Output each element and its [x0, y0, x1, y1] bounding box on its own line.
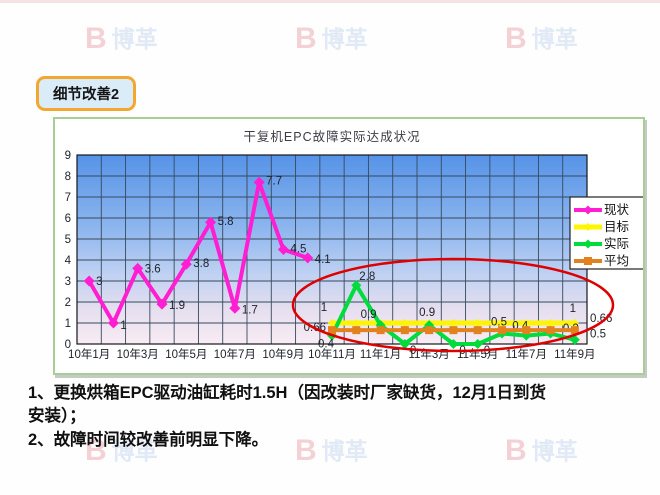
- svg-text:3.6: 3.6: [145, 263, 161, 275]
- svg-text:1: 1: [65, 318, 71, 330]
- watermark: B 博革: [505, 24, 578, 54]
- svg-text:10年3月: 10年3月: [117, 347, 159, 361]
- plot-area: [77, 155, 587, 344]
- svg-text:4: 4: [65, 255, 72, 267]
- svg-text:11年1月: 11年1月: [360, 347, 401, 361]
- svg-text:3: 3: [96, 276, 102, 288]
- svg-text:5: 5: [65, 234, 71, 246]
- svg-text:4.1: 4.1: [315, 254, 331, 266]
- svg-text:1: 1: [570, 303, 576, 315]
- svg-text:10年11月: 10年11月: [308, 347, 356, 361]
- svg-text:1.9: 1.9: [169, 300, 185, 312]
- svg-text:2.8: 2.8: [359, 271, 375, 283]
- series-labels-现状: 3 1 3.6 1.9 3.8 5.8 1.7 7.7 4.5 4.1: [96, 175, 331, 332]
- svg-text:10年9月: 10年9月: [262, 347, 304, 361]
- svg-text:1: 1: [120, 320, 126, 332]
- svg-text:7: 7: [65, 192, 71, 204]
- svg-text:平均: 平均: [604, 254, 629, 268]
- svg-text:0.9: 0.9: [419, 307, 435, 319]
- svg-text:实际: 实际: [604, 236, 629, 251]
- svg-text:7.7: 7.7: [266, 175, 282, 187]
- svg-text:2: 2: [65, 297, 71, 309]
- brand-logo-icon: B: [85, 22, 107, 55]
- edge-labels: 0.66 0.5: [590, 313, 612, 341]
- svg-text:5.8: 5.8: [218, 216, 234, 228]
- watermark: B 博革: [295, 24, 368, 54]
- note-line: 1、更换烘箱EPC驱动油缸耗时1.5H（因改装时厂家缺货，12月1日到货: [28, 384, 546, 402]
- svg-text:3: 3: [65, 276, 71, 288]
- svg-text:3.8: 3.8: [193, 258, 209, 270]
- section-badge: 细节改善2: [36, 76, 137, 111]
- svg-text:4.5: 4.5: [290, 244, 306, 256]
- brand-logo-icon: B: [295, 22, 317, 55]
- svg-text:1: 1: [321, 302, 327, 314]
- svg-text:现状: 现状: [604, 203, 630, 217]
- page-top-edge: [0, 0, 660, 3]
- svg-text:目标: 目标: [604, 220, 629, 234]
- svg-text:0.5: 0.5: [590, 329, 606, 341]
- svg-text:0: 0: [410, 345, 416, 357]
- svg-text:11年9月: 11年9月: [554, 347, 595, 361]
- series-现状: 3 1 3.6 1.9 3.8 5.8 1.7 7.7 4.5 4.1: [83, 175, 331, 332]
- summary-notes: 1、更换烘箱EPC驱动油缸耗时1.5H（因改装时厂家缺货，12月1日到货 安装）…: [28, 382, 643, 452]
- svg-text:11年7月: 11年7月: [506, 347, 547, 361]
- chart-container: 干复机EPC故障实际达成状况 0 1 2 3 4 5 6 7 8 9 10年1月 10年3月 10年5月…: [53, 117, 645, 375]
- brand-logo-icon: B: [505, 22, 527, 55]
- svg-text:10年1月: 10年1月: [68, 347, 110, 361]
- svg-text:0.9: 0.9: [361, 309, 377, 321]
- svg-text:9: 9: [65, 150, 71, 162]
- note-line: 安装）；: [28, 407, 86, 426]
- svg-text:0.66: 0.66: [590, 313, 612, 325]
- brand-name: 博革: [321, 25, 368, 52]
- svg-text:0.5: 0.5: [491, 317, 507, 329]
- svg-text:10年5月: 10年5月: [165, 347, 207, 361]
- svg-text:1.7: 1.7: [242, 304, 258, 316]
- svg-text:10年7月: 10年7月: [214, 347, 256, 361]
- svg-text:0.4: 0.4: [318, 339, 335, 351]
- brand-name: 博革: [111, 25, 158, 52]
- svg-text:0: 0: [65, 339, 71, 351]
- highlight-ellipse: [291, 257, 615, 353]
- note-line: 2、故障时间较改善前明显下降。: [28, 430, 269, 449]
- svg-text:8: 8: [65, 171, 71, 183]
- brand-name: 博革: [531, 25, 578, 52]
- watermark: B 博革: [85, 24, 158, 54]
- chart-title: 干复机EPC故障实际达成状况: [243, 130, 421, 144]
- svg-text:6: 6: [65, 213, 71, 225]
- epc-failure-line-chart: 0 1 2 3 4 5 6 7 8 9 10年1月 10年3月 10年5月 10年7月 10年9月 10年11…: [65, 150, 643, 361]
